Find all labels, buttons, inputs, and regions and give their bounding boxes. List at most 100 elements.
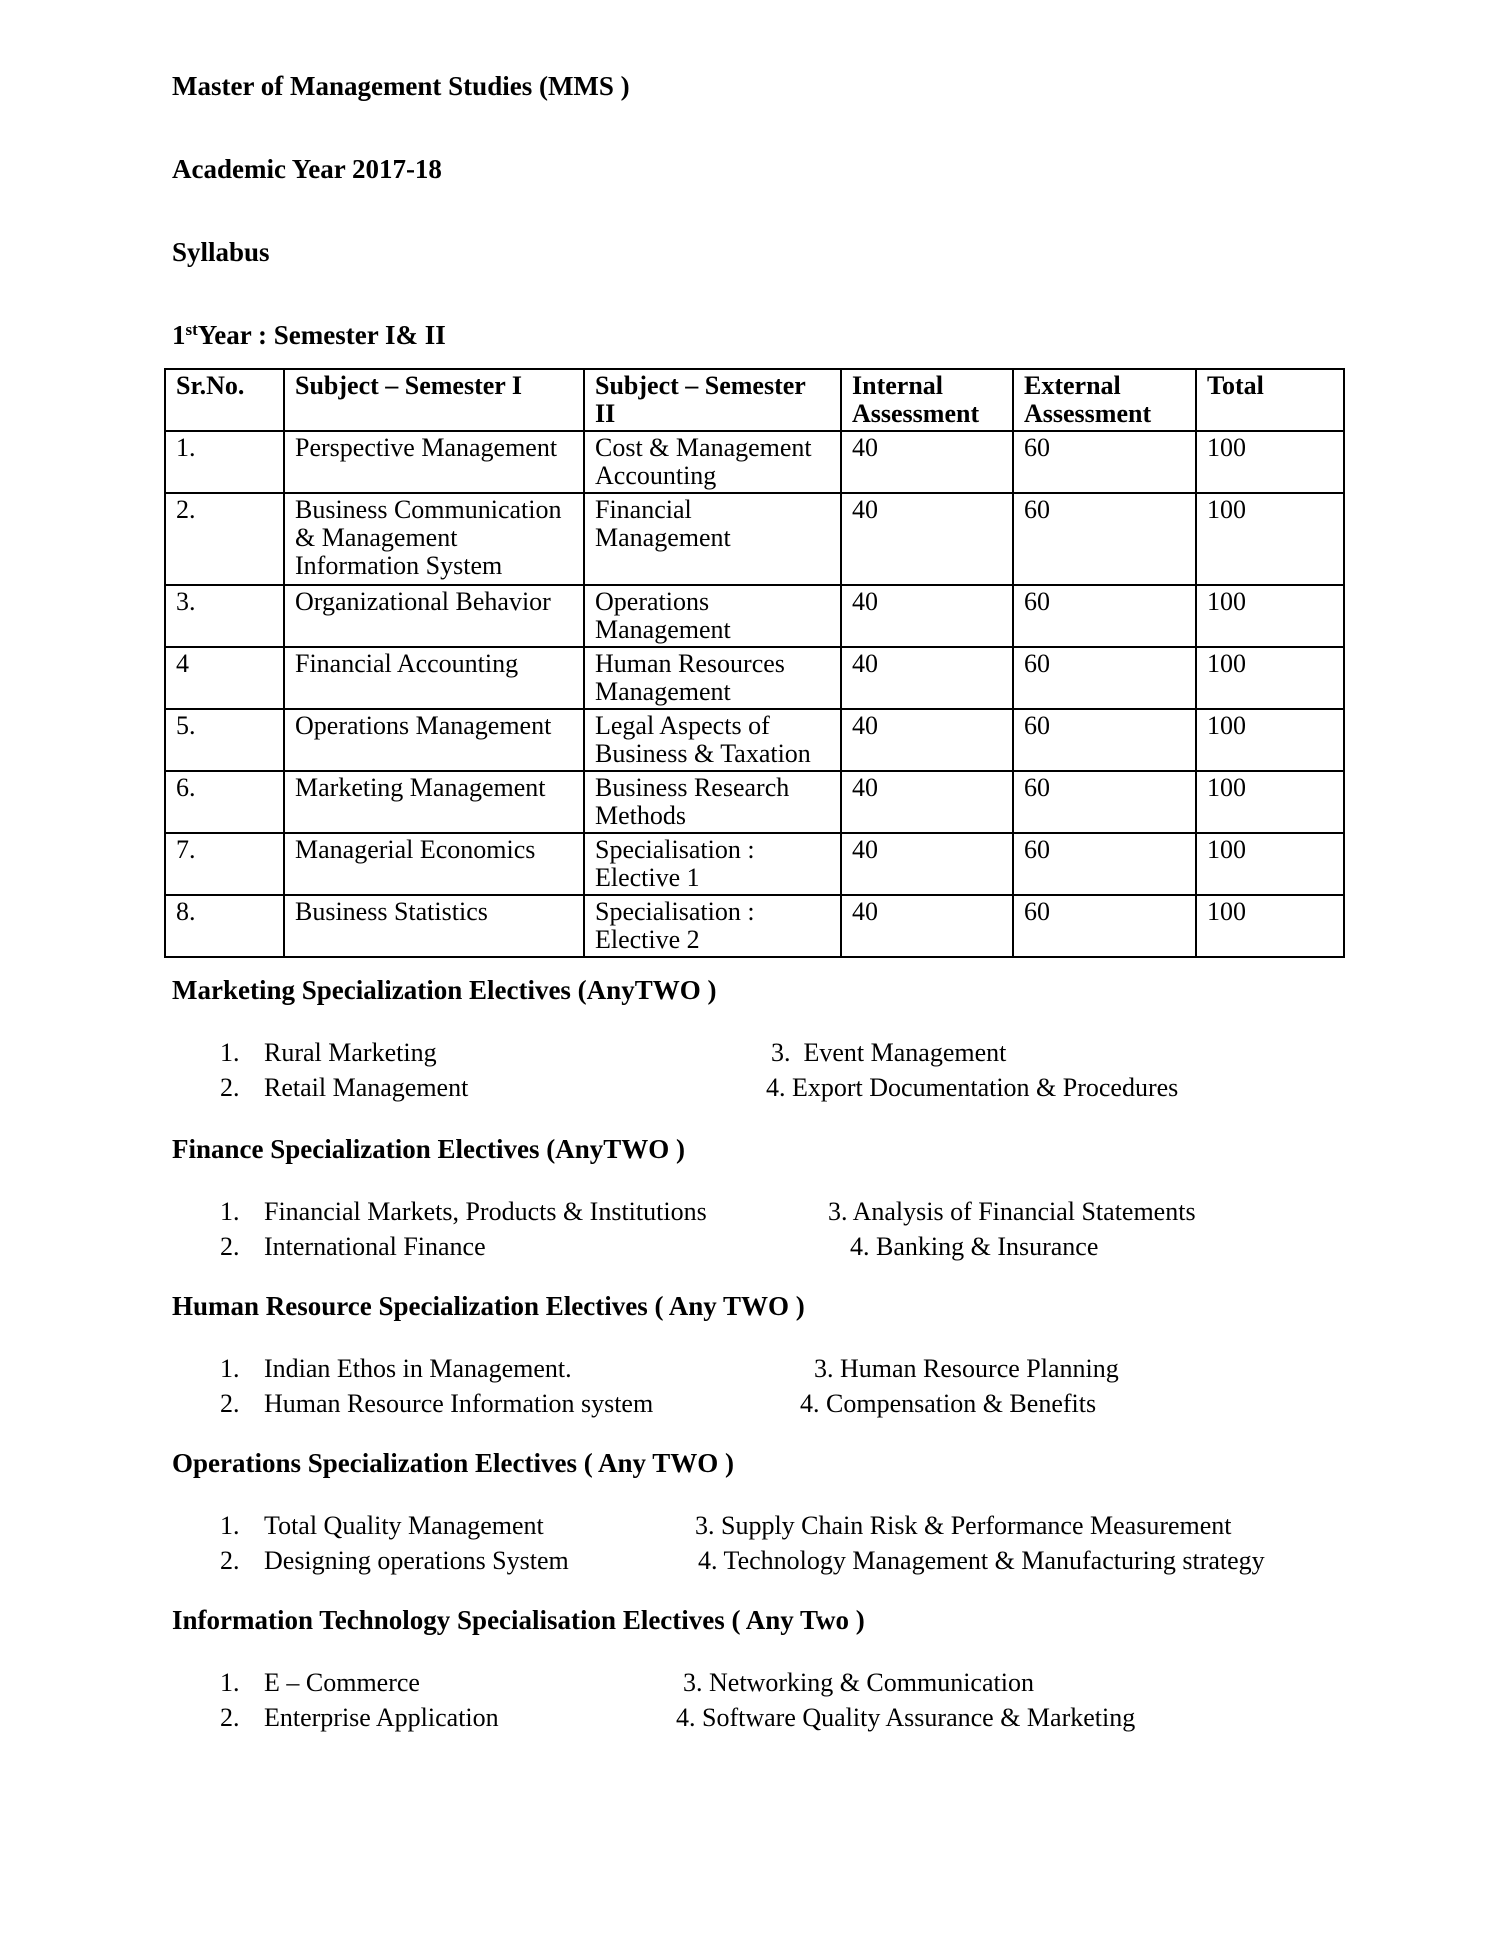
table-cell: 4: [164, 646, 285, 710]
item-number: 1.: [220, 1197, 240, 1226]
table-cell: 1.: [164, 430, 285, 494]
table-cell: 40: [840, 708, 1014, 772]
item-right: 3. Human Resource Planning: [814, 1354, 1119, 1383]
item-number: 2.: [220, 1232, 240, 1261]
item-label: Financial Markets, Products & Institutio…: [264, 1197, 707, 1226]
table-cell: 100: [1195, 646, 1345, 710]
table-cell: 60: [1012, 708, 1197, 772]
year-prefix: 1: [172, 320, 186, 350]
table-cell: 40: [840, 430, 1014, 494]
year-rest: Year : Semester I& II: [197, 320, 446, 350]
academic-year-title: Academic Year 2017-18: [172, 154, 442, 184]
table-cell: 100: [1195, 832, 1345, 896]
program-title: Master of Management Studies (MMS ): [172, 71, 630, 101]
table-cell: 40: [840, 492, 1014, 586]
table-row: 8. Business Statistics Specialisation : …: [164, 894, 1345, 958]
table-cell: 100: [1195, 770, 1345, 834]
item-label: Indian Ethos in Management.: [264, 1354, 572, 1383]
list-item: 2. Human Resource Information system 4. …: [0, 1390, 1500, 1424]
table-cell: 40: [840, 584, 1014, 648]
table-row: 6. Marketing Management Business Researc…: [164, 770, 1345, 834]
table-cell: 100: [1195, 492, 1345, 586]
list-item: 1. Financial Markets, Products & Institu…: [0, 1198, 1500, 1232]
item-label: International Finance: [264, 1232, 486, 1261]
item-number: 1.: [220, 1354, 240, 1383]
table-cell: 60: [1012, 770, 1197, 834]
table-cell: 60: [1012, 832, 1197, 896]
item-number: 1.: [220, 1668, 240, 1697]
item-label: Human Resource Information system: [264, 1389, 654, 1418]
column-header: Total: [1195, 368, 1345, 432]
table-cell: Business Communication & Management Info…: [283, 492, 585, 586]
table-cell: Human Resources Management: [583, 646, 842, 710]
table-cell: 40: [840, 894, 1014, 958]
item-number: 1.: [220, 1038, 240, 1067]
item-label: Retail Management: [264, 1073, 469, 1102]
column-header: Internal Assessment: [840, 368, 1014, 432]
table-row: 3. Organizational Behavior Operations Ma…: [164, 584, 1345, 648]
table-cell: 100: [1195, 584, 1345, 648]
item-right: 4. Banking & Insurance: [850, 1232, 1099, 1261]
list-item: 2. Retail Management 4. Export Documenta…: [0, 1074, 1500, 1108]
table-row: 2. Business Communication & Management I…: [164, 492, 1345, 586]
table-row: 7. Managerial Economics Specialisation :…: [164, 832, 1345, 896]
table-cell: 40: [840, 646, 1014, 710]
table-cell: Operations Management: [583, 584, 842, 648]
item-right: 4. Technology Management & Manufacturing…: [698, 1546, 1265, 1575]
item-right: 3. Networking & Communication: [683, 1668, 1034, 1697]
table-row: 5. Operations Management Legal Aspects o…: [164, 708, 1345, 772]
item-number: 2.: [220, 1703, 240, 1732]
table-row: 1. Perspective Management Cost & Managem…: [164, 430, 1345, 494]
list-item: 1. Rural Marketing 3. Event Management: [0, 1039, 1500, 1073]
ordinal-suffix: st: [185, 320, 198, 339]
table-cell: 7.: [164, 832, 285, 896]
item-right: 4. Export Documentation & Procedures: [766, 1073, 1179, 1102]
section-heading-operations: Operations Specialization Electives ( An…: [172, 1448, 734, 1478]
table-cell: 100: [1195, 430, 1345, 494]
table-cell: 60: [1012, 584, 1197, 648]
table-cell: 100: [1195, 708, 1345, 772]
section-heading-marketing: Marketing Specialization Electives (AnyT…: [172, 975, 717, 1005]
list-item: 1. E – Commerce 3. Networking & Communic…: [0, 1669, 1500, 1703]
table-cell: Business Research Methods: [583, 770, 842, 834]
item-label: E – Commerce: [264, 1668, 420, 1697]
item-right: 4. Compensation & Benefits: [800, 1389, 1097, 1418]
section-heading-information-technology: Information Technology Specialisation El…: [172, 1605, 865, 1635]
list-item: 2. Designing operations System 4. Techno…: [0, 1547, 1500, 1581]
item-number: 2.: [220, 1546, 240, 1575]
item-right: 3. Supply Chain Risk & Performance Measu…: [695, 1511, 1232, 1540]
item-right: 4. Software Quality Assurance & Marketin…: [676, 1703, 1136, 1732]
list-item: 1. Total Quality Management 3. Supply Ch…: [0, 1512, 1500, 1546]
item-number: 2.: [220, 1389, 240, 1418]
table-cell: 40: [840, 770, 1014, 834]
table-cell: Perspective Management: [283, 430, 585, 494]
syllabus-table: Sr.No. Subject – Semester I Subject – Se…: [164, 368, 1345, 958]
table-row: 4 Financial Accounting Human Resources M…: [164, 646, 1345, 710]
table-cell: Marketing Management: [283, 770, 585, 834]
section-heading-finance: Finance Specialization Electives (AnyTWO…: [172, 1134, 685, 1164]
column-header: Sr.No.: [164, 368, 285, 432]
table-cell: 60: [1012, 492, 1197, 586]
table-cell: Financial Accounting: [283, 646, 585, 710]
item-number: 1.: [220, 1511, 240, 1540]
column-header: External Assessment: [1012, 368, 1197, 432]
table-cell: 60: [1012, 430, 1197, 494]
table-cell: 60: [1012, 894, 1197, 958]
year-semester-heading: 1stYear : Semester I& II: [172, 320, 446, 353]
item-right: 3. Event Management: [771, 1038, 1007, 1067]
column-header: Subject – Semester I: [283, 368, 585, 432]
list-item: 1. Indian Ethos in Management. 3. Human …: [0, 1355, 1500, 1389]
table-cell: 5.: [164, 708, 285, 772]
section-heading-human-resource: Human Resource Specialization Electives …: [172, 1291, 805, 1321]
table-header-row: Sr.No. Subject – Semester I Subject – Se…: [164, 368, 1345, 432]
item-number: 2.: [220, 1073, 240, 1102]
item-right: 3. Analysis of Financial Statements: [828, 1197, 1196, 1226]
syllabus-title: Syllabus: [172, 237, 270, 267]
item-label: Total Quality Management: [264, 1511, 544, 1540]
table-cell: 60: [1012, 646, 1197, 710]
table-cell: Business Statistics: [283, 894, 585, 958]
table-cell: 2.: [164, 492, 285, 586]
item-label: Rural Marketing: [264, 1038, 437, 1067]
list-item: 2. International Finance 4. Banking & In…: [0, 1233, 1500, 1267]
